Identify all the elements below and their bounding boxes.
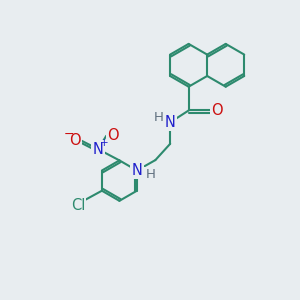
Text: O: O — [211, 103, 222, 118]
Text: −: − — [64, 128, 74, 141]
Text: N: N — [165, 115, 176, 130]
Text: N: N — [93, 142, 104, 157]
Text: O: O — [107, 128, 119, 143]
Text: Cl: Cl — [71, 198, 85, 213]
Text: O: O — [69, 133, 81, 148]
Text: +: + — [100, 138, 108, 148]
Text: N: N — [131, 163, 142, 178]
Text: H: H — [146, 168, 155, 181]
Text: H: H — [154, 110, 164, 124]
